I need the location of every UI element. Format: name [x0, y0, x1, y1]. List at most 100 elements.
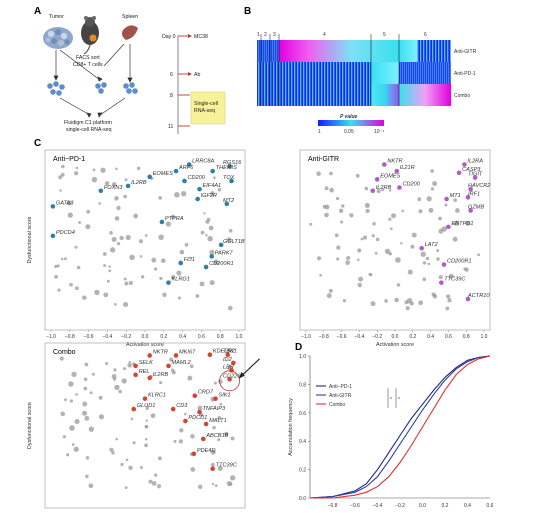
- legend-tick-2: 0.05: [344, 129, 354, 135]
- highlighted-point: [468, 208, 473, 213]
- background-point: [324, 212, 329, 218]
- background-point: [150, 413, 156, 419]
- background-point: [128, 280, 133, 286]
- gene-label: PDCD1: [188, 415, 207, 421]
- heatmap: [257, 40, 451, 106]
- background-point: [190, 467, 196, 472]
- x-tick-label: 0.2: [409, 334, 416, 340]
- background-point: [438, 275, 443, 280]
- background-point: [123, 301, 129, 308]
- y-tick-label: 0.0: [299, 496, 306, 502]
- tumor-label: Tumor: [49, 14, 64, 20]
- background-point: [165, 221, 172, 227]
- facs-text-1: FACS sort: [76, 55, 100, 61]
- background-point: [85, 474, 89, 479]
- background-point: [341, 204, 345, 208]
- gene-label: PDE4D: [197, 448, 216, 454]
- spleen-label: Spleen: [122, 14, 138, 20]
- highlighted-point: [210, 168, 215, 174]
- highlighted-point: [170, 406, 176, 412]
- background-point: [61, 164, 65, 169]
- background-point: [200, 230, 205, 235]
- highlighted-point: [133, 363, 138, 369]
- background-point: [213, 259, 219, 265]
- background-point: [151, 481, 157, 486]
- background-point: [197, 484, 203, 490]
- highlighted-point: [197, 409, 202, 415]
- background-point: [160, 258, 166, 264]
- gene-label: RGS16: [223, 160, 242, 166]
- gene-label: NKTR: [387, 159, 402, 165]
- background-point: [59, 189, 62, 192]
- legend-title: P value: [340, 114, 358, 120]
- background-point: [425, 256, 430, 261]
- gene-label: PDCD4: [56, 230, 75, 236]
- highlighted-point: [207, 352, 213, 358]
- background-point: [324, 186, 329, 191]
- highlighted-point: [50, 233, 56, 239]
- highlighted-point: [446, 224, 451, 230]
- x-tick-label: 0.8: [463, 334, 470, 340]
- highlighted-point: [213, 396, 218, 401]
- background-point: [144, 424, 149, 429]
- background-point: [138, 239, 144, 244]
- background-point: [76, 265, 81, 270]
- highlighted-point: [197, 186, 202, 192]
- legend-colorbar: [318, 120, 384, 126]
- gene-label: IL21R: [400, 165, 415, 171]
- highlighted-point: [131, 406, 137, 412]
- workflow-arrows: [53, 43, 133, 118]
- background-point: [105, 361, 109, 366]
- background-point: [358, 276, 364, 282]
- gene-label: TBK1: [223, 349, 237, 355]
- gene-label: FLI1: [184, 257, 195, 263]
- background-point: [179, 249, 185, 255]
- cdf-line: [310, 355, 491, 499]
- background-point: [197, 405, 203, 411]
- x-tick-label: −0.2: [395, 503, 405, 509]
- background-point: [203, 212, 206, 215]
- highlighted-point: [178, 260, 184, 266]
- gene-label: FOXN3: [104, 185, 124, 191]
- highlighted-point: [209, 254, 215, 259]
- background-point: [349, 213, 354, 218]
- background-point: [342, 298, 347, 303]
- background-point: [181, 191, 187, 197]
- background-point: [71, 443, 75, 446]
- background-point: [400, 242, 403, 245]
- x-tick-label: 0.2: [442, 503, 449, 509]
- background-point: [114, 196, 119, 201]
- x-tick-label: −0.4: [373, 503, 383, 509]
- background-point: [454, 208, 460, 213]
- highlighted-point: [419, 245, 425, 251]
- background-point: [129, 254, 135, 261]
- background-point: [103, 264, 107, 268]
- timeline-day-0: Day 0: [162, 34, 176, 40]
- background-point: [85, 456, 90, 460]
- highlighted-point: [465, 195, 471, 200]
- highlighted-point: [200, 436, 206, 442]
- background-point: [115, 437, 118, 441]
- background-point: [67, 212, 73, 218]
- background-point: [151, 257, 157, 263]
- background-point: [156, 484, 162, 489]
- y-tick-label: 0.2: [299, 468, 306, 474]
- x-tick-label: −0.8: [328, 503, 338, 509]
- background-point: [224, 431, 229, 437]
- plot-title: Anti−PD-1: [53, 156, 85, 163]
- gene-label: TTC39C: [444, 277, 466, 283]
- background-point: [226, 237, 232, 243]
- background-point: [362, 235, 368, 240]
- background-point: [171, 370, 176, 375]
- highlighted-point: [227, 163, 232, 169]
- background-point: [406, 297, 413, 304]
- highlighted-point: [472, 175, 478, 180]
- x-tick-label: −0.2: [121, 334, 131, 340]
- background-point: [371, 234, 375, 238]
- background-point: [124, 178, 128, 182]
- background-point: [210, 462, 215, 467]
- gene-label: EOMES: [380, 173, 400, 179]
- gene-label: TIGIT: [468, 172, 483, 178]
- background-point: [436, 257, 440, 261]
- background-point: [356, 258, 360, 262]
